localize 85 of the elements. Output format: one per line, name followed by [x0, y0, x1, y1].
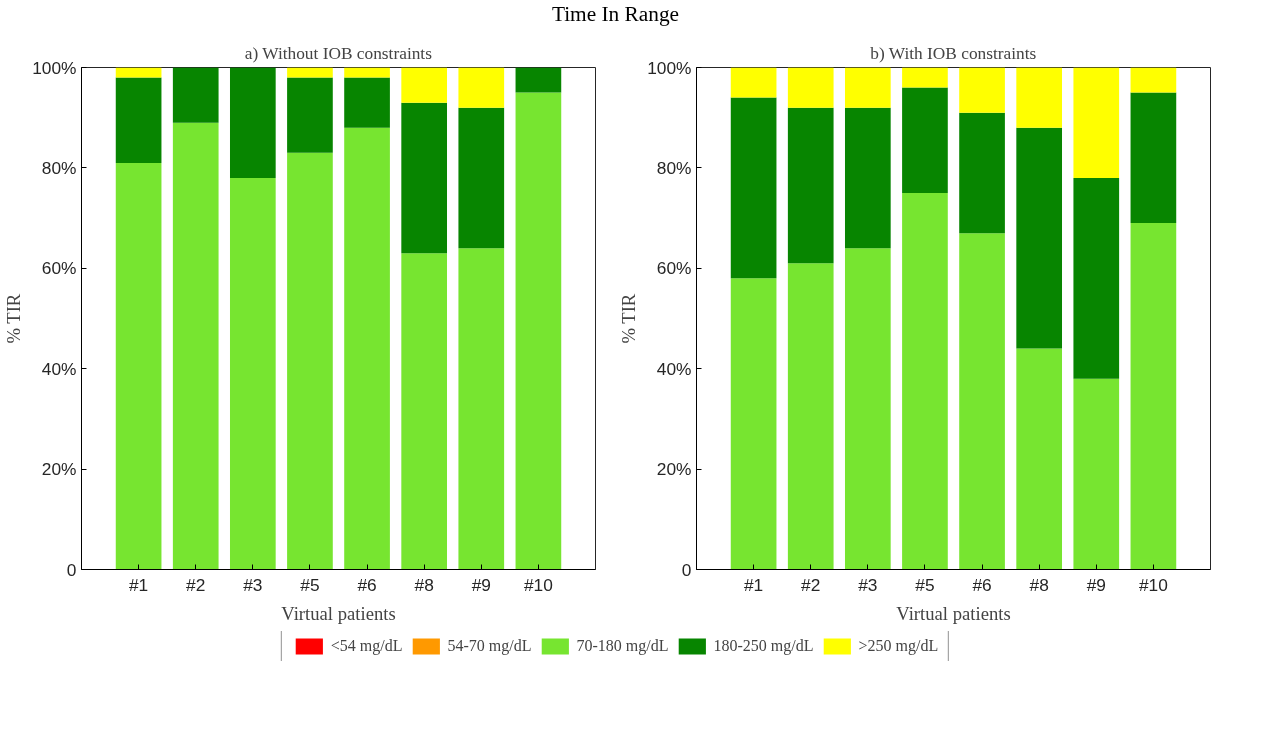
bar: [115, 162, 162, 570]
x-tick-label: #5: [915, 574, 935, 595]
y-tick-label: 60%: [656, 258, 692, 279]
legend-label: 180-250 mg/dL: [713, 637, 814, 655]
bar: [287, 67, 333, 78]
bar: [344, 77, 390, 128]
y-tick-label: 60%: [41, 258, 77, 279]
x-tick-label: #1: [128, 574, 149, 595]
x-tick-label: #2: [801, 574, 821, 595]
x-axis-title: Virtual patients: [896, 602, 1011, 624]
bar: [458, 107, 505, 249]
bar: [902, 193, 948, 570]
bar: [401, 67, 448, 103]
bar: [959, 67, 1005, 113]
bar: [844, 107, 891, 249]
x-tick-label: #6: [357, 574, 377, 595]
bar: [115, 77, 162, 163]
bar: [458, 67, 505, 108]
bar: [287, 152, 333, 570]
x-tick-label: #2: [186, 574, 206, 595]
bar: [401, 253, 448, 570]
y-tick-label: 0: [66, 559, 77, 580]
legend-label: >250 mg/dL: [858, 637, 939, 655]
bar: [787, 67, 834, 108]
bar: [1016, 127, 1063, 349]
bar: [1016, 67, 1063, 128]
y-tick-label: 20%: [656, 459, 692, 480]
bar: [1130, 92, 1177, 224]
x-tick-label: #3: [243, 574, 263, 595]
bar: [344, 67, 390, 78]
x-tick-label: #8: [414, 574, 434, 595]
legend-label: 54-70 mg/dL: [447, 637, 532, 655]
y-axis-title: % TIR: [3, 293, 25, 344]
legend-label: <54 mg/dL: [330, 637, 403, 655]
x-tick-label: #3: [858, 574, 878, 595]
x-tick-label: #10: [1138, 574, 1168, 595]
y-axis-title: % TIR: [618, 293, 640, 344]
bar: [172, 67, 219, 123]
bar: [1016, 348, 1063, 570]
bar: [1130, 223, 1177, 570]
legend-label: 70-180 mg/dL: [576, 637, 669, 655]
bar: [1073, 378, 1120, 570]
bar: [902, 87, 948, 193]
x-tick-label: #1: [743, 574, 764, 595]
y-tick-label: 40%: [656, 358, 692, 379]
bar: [172, 122, 219, 570]
x-tick-label: #8: [1029, 574, 1049, 595]
bar: [1073, 67, 1120, 178]
chart-subtitle: b) With IOB constraints: [870, 43, 1037, 63]
bar: [730, 97, 777, 279]
bar: [401, 102, 448, 254]
bar: [458, 248, 505, 570]
bar: [730, 67, 777, 98]
bar: [229, 177, 276, 570]
bar: [115, 67, 162, 78]
chart-title: Time In Range: [551, 2, 680, 27]
x-axis-title: Virtual patients: [281, 602, 396, 624]
bar: [730, 278, 777, 570]
x-tick-label: #10: [523, 574, 553, 595]
y-tick-label: 100%: [647, 57, 692, 78]
bar: [844, 67, 891, 108]
y-tick-label: 80%: [41, 157, 77, 178]
bar: [515, 92, 562, 570]
x-tick-label: #9: [471, 574, 491, 595]
bar: [287, 77, 333, 153]
y-tick-label: 0: [681, 559, 692, 580]
bar: [1073, 177, 1120, 379]
bar: [787, 107, 834, 264]
bar: [844, 248, 891, 570]
x-tick-label: #5: [300, 574, 320, 595]
bar: [344, 127, 390, 570]
y-tick-label: 20%: [41, 459, 77, 480]
bar: [1130, 67, 1177, 93]
bar: [902, 67, 948, 88]
chart-subtitle: a) Without IOB constraints: [244, 43, 433, 63]
bar: [959, 112, 1005, 234]
y-tick-label: 80%: [656, 157, 692, 178]
bar: [515, 67, 562, 93]
bar: [787, 263, 834, 570]
y-tick-label: 40%: [41, 358, 77, 379]
bar: [229, 67, 276, 178]
y-tick-label: 100%: [32, 57, 77, 78]
x-tick-label: #6: [972, 574, 992, 595]
bar: [959, 233, 1005, 570]
x-tick-label: #9: [1086, 574, 1106, 595]
